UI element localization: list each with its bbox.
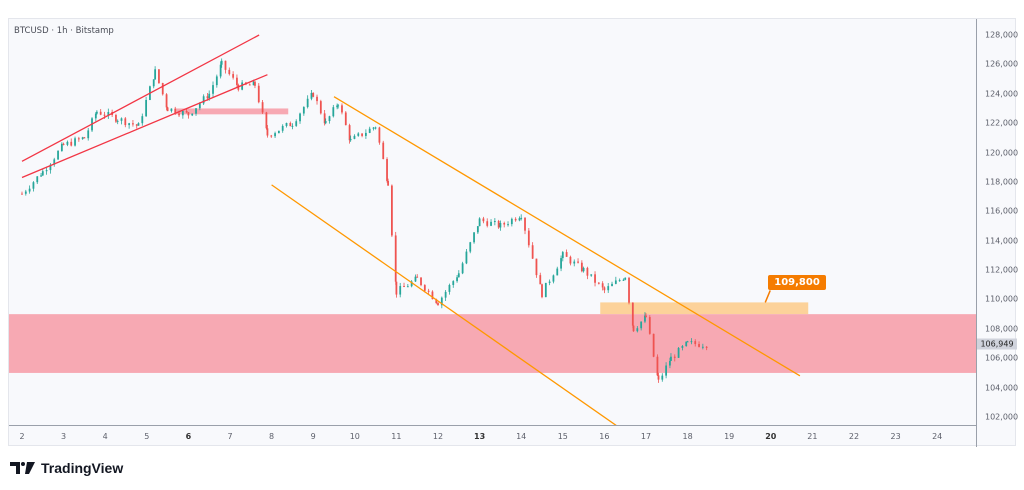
y-tick-label: 128,000 [985,30,1019,40]
y-tick-label: 122,000 [985,118,1019,128]
candlestick-chart [9,34,976,425]
x-tick-label: 23 [890,432,901,441]
x-tick-label: 3 [61,432,67,441]
x-tick-label: 7 [227,432,233,441]
x-tick-label: 21 [807,432,818,441]
x-tick-label: 14 [516,432,527,441]
y-tick-label: 126,000 [985,59,1019,69]
y-tick-label: 124,000 [985,89,1019,99]
y-tick-label: 112,000 [985,265,1019,275]
y-tick-label: 108,000 [985,324,1019,334]
x-tick-label: 6 [185,432,192,441]
price-callout-109800: 109,800 [768,275,826,291]
x-tick-label: 17 [640,432,652,441]
y-tick-label: 102,000 [985,412,1019,422]
chart-frame: BTCUSD · 1h · Bitstamp 109,800 128,000 12… [8,18,1018,448]
price-zone [600,302,809,315]
tradingview-logo: TradingView [10,460,123,476]
x-tick-label: 18 [682,432,693,441]
x-tick-label: 22 [848,432,860,441]
y-tick-label: 104,000 [985,383,1019,393]
tradingview-brand: TradingView [41,460,124,476]
y-tick-label: 110,000 [985,294,1019,304]
x-tick-label: 12 [432,432,444,441]
price-axis[interactable]: 128,000 126,000 124,000 122,000 120,000 118,0… [976,19,1018,447]
x-tick-label: 16 [599,432,610,441]
x-tick-label: 19 [724,432,735,441]
y-tick-label: 120,000 [985,148,1019,158]
x-tick-label: 10 [349,432,360,441]
y-tick-label: 118,000 [985,177,1019,187]
x-tick-label: 24 [932,432,943,441]
price-plot-area[interactable]: BTCUSD · 1h · Bitstamp 109,800 [9,19,976,425]
y-tick-label: 116,000 [985,206,1019,216]
x-tick-label: 11 [391,432,402,441]
x-tick-label: 15 [557,432,568,441]
symbol-title: BTCUSD · 1h · Bitstamp [14,26,114,36]
x-tick-label: 13 [474,432,486,441]
last-price-tag: 106,949 [977,338,1017,350]
x-tick-label: 8 [269,432,275,441]
price-zone [175,108,289,115]
x-tick-label: 5 [144,432,150,441]
y-tick-label: 114,000 [985,236,1019,246]
price-zone [9,314,976,373]
x-tick-label: 4 [102,432,108,441]
time-axis[interactable]: 2 3 4 5 6 7 8 9 10 11 12 13 14 15 16 17 18 19 20 21 22 23 24 [9,425,976,448]
x-tick-label: 2 [19,432,25,441]
x-tick-label: 20 [765,432,777,441]
y-tick-label: 106,000 [985,353,1019,363]
x-tick-label: 9 [310,432,316,441]
tradingview-logo-icon [10,462,35,474]
